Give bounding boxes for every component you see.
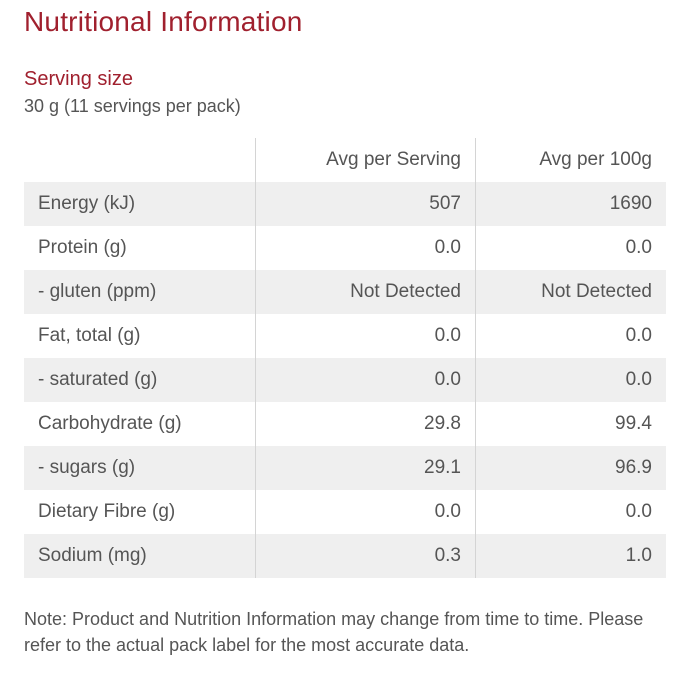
nutrient-label: Carbohydrate (g) xyxy=(38,413,182,434)
header-avg-per-serving: Avg per Serving xyxy=(255,138,476,182)
table-row: - gluten (ppm) Not Detected Not Detected xyxy=(24,270,666,314)
value-per-serving: 29.8 xyxy=(255,402,476,446)
value-per-serving: Not Detected xyxy=(255,270,476,314)
nutrient-label: - saturated (g) xyxy=(24,358,256,402)
value-per-100g: 0.0 xyxy=(475,314,666,358)
table-row: - sugars (g) 29.1 96.9 xyxy=(24,446,666,490)
nutrient-label: Dietary Fibre (g) xyxy=(38,501,176,522)
header-nutrient xyxy=(24,138,256,182)
value-per-100g: 0.0 xyxy=(475,358,666,402)
value-per-100g: 0.0 xyxy=(475,226,666,270)
nutrient-label: Sodium (mg) xyxy=(24,534,256,578)
value-per-serving: 507 xyxy=(255,182,476,226)
value-per-100g: 96.9 xyxy=(475,446,666,490)
nutrient-label: - sugars (g) xyxy=(24,446,256,490)
page-title: Nutritional Information xyxy=(24,6,303,37)
table-row: Fat, total (g) 0.0 0.0 xyxy=(24,314,666,358)
value-per-serving: 0.3 xyxy=(255,534,476,578)
value-per-100g: 99.4 xyxy=(475,402,666,446)
nutrient-label: Protein (g) xyxy=(38,237,127,258)
value-per-serving: 0.0 xyxy=(255,226,476,270)
nutrition-table: Avg per Serving Avg per 100g Energy (kJ)… xyxy=(24,138,666,578)
value-per-100g: 1.0 xyxy=(475,534,666,578)
table-row: Energy (kJ) 507 1690 xyxy=(24,182,666,226)
table-row: Sodium (mg) 0.3 1.0 xyxy=(24,534,666,578)
table-row: Carbohydrate (g) 29.8 99.4 xyxy=(24,402,666,446)
nutrient-label: Fat, total (g) xyxy=(38,325,141,346)
serving-size-heading: Serving size xyxy=(24,68,133,90)
table-header-row: Avg per Serving Avg per 100g xyxy=(24,138,666,182)
value-per-serving: 0.0 xyxy=(255,314,476,358)
value-per-100g: Not Detected xyxy=(475,270,666,314)
table-row: Protein (g) 0.0 0.0 xyxy=(24,226,666,270)
nutrient-label: Energy (kJ) xyxy=(24,182,256,226)
header-avg-per-100g: Avg per 100g xyxy=(475,138,666,182)
value-per-serving: 0.0 xyxy=(255,358,476,402)
disclaimer-note: Note: Product and Nutrition Information … xyxy=(24,609,644,655)
value-per-100g: 1690 xyxy=(475,182,666,226)
value-per-100g: 0.0 xyxy=(475,490,666,534)
serving-size-text: 30 g (11 servings per pack) xyxy=(24,96,241,116)
table-row: - saturated (g) 0.0 0.0 xyxy=(24,358,666,402)
table-row: Dietary Fibre (g) 0.0 0.0 xyxy=(24,490,666,534)
nutrient-label: - gluten (ppm) xyxy=(24,270,256,314)
value-per-serving: 29.1 xyxy=(255,446,476,490)
value-per-serving: 0.0 xyxy=(255,490,476,534)
